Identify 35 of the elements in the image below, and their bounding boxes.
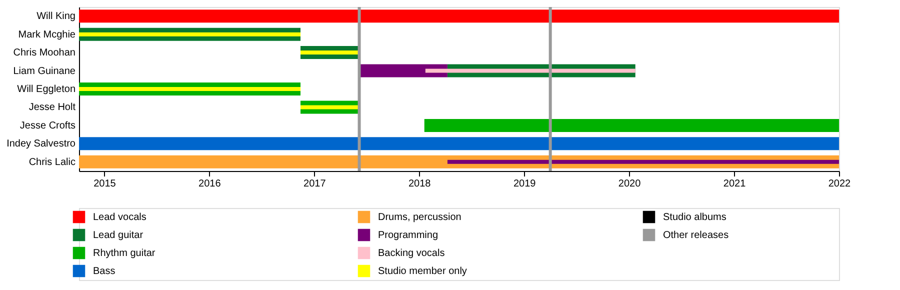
- legend-label: Bass: [93, 266, 116, 277]
- bar: [300, 105, 360, 110]
- legend-label: Lead guitar: [93, 230, 144, 241]
- y-tick-label: Chris Lalic: [28, 156, 76, 168]
- y-tick-label: Mark Mcghie: [18, 29, 76, 40]
- x-tick-label: 2015: [94, 178, 116, 190]
- x-tick-label: 2019: [513, 178, 536, 190]
- bar: [424, 118, 839, 132]
- legend-label: Studio albums: [663, 212, 726, 223]
- legend-label: Other releases: [663, 230, 729, 241]
- y-tick-label: Will Eggleton: [17, 84, 76, 95]
- legend-label: Programming: [378, 230, 438, 241]
- bar: [79, 87, 300, 91]
- x-tick-label: 2021: [723, 178, 746, 190]
- y-tick-label: Liam Guinane: [13, 66, 76, 77]
- bar: [300, 50, 360, 55]
- y-tick-label: Indey Salvestro: [6, 138, 76, 150]
- x-tick-label: 2020: [618, 178, 642, 190]
- bar: [79, 137, 839, 150]
- y-tick-label: Jesse Holt: [28, 102, 76, 114]
- x-tick-label: 2022: [828, 178, 852, 190]
- x-tick-label: 2017: [304, 178, 326, 190]
- legend-label: Drums, percussion: [378, 212, 462, 223]
- y-tick-label: Jesse Crofts: [20, 120, 76, 132]
- legend-label: Studio member only: [378, 266, 467, 277]
- bar: [79, 32, 300, 36]
- x-tick-label: 2018: [408, 178, 432, 190]
- legend-label: Backing vocals: [378, 248, 445, 259]
- y-tick-label: Chris Moohan: [13, 48, 76, 59]
- bar: [79, 10, 839, 23]
- legend-label: Rhythm guitar: [93, 248, 156, 259]
- x-tick-label: 2016: [198, 178, 222, 190]
- bar: [425, 68, 636, 73]
- y-tick-label: Will King: [36, 11, 76, 22]
- legend-label: Lead vocals: [93, 212, 146, 223]
